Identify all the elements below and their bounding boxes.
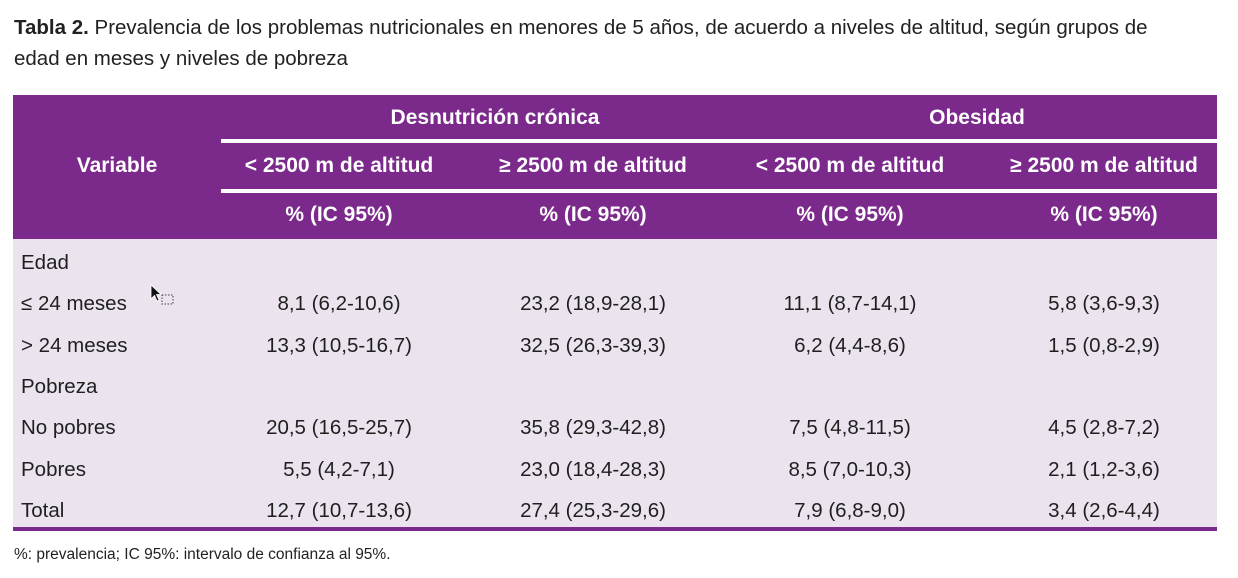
header-group-desnutricion: Desnutrición crónica [390, 106, 600, 129]
header-unit-4: % (IC 95%) [1050, 203, 1158, 226]
row-label: > 24 meses [21, 334, 128, 357]
mouse-pointer-icon [150, 284, 174, 305]
table-cell: 7,9 (6,8-9,0) [794, 499, 906, 522]
table-cell: 23,2 (18,9-28,1) [520, 292, 666, 315]
table-cell: 1,5 (0,8-2,9) [1048, 334, 1160, 357]
row-label: No pobres [21, 416, 116, 439]
table-cell: 23,0 (18,4-28,3) [520, 458, 666, 481]
table-label: Tabla 2. [14, 16, 89, 39]
table-cell: 12,7 (10,7-13,6) [266, 499, 412, 522]
row-label-total: Total [21, 499, 65, 522]
row-label-pobreza: Pobreza [21, 375, 98, 398]
table-cell: 13,3 (10,5-16,7) [266, 334, 412, 357]
table-cell: 2,1 (1,2-3,6) [1048, 458, 1160, 481]
table-header: Variable Desnutrición crónica Obesidad <… [13, 95, 1217, 239]
table-cell: 3,4 (2,6-4,4) [1048, 499, 1160, 522]
header-altitude-2: ≥ 2500 m de altitud [499, 154, 687, 177]
table-cell: 8,1 (6,2-10,6) [277, 292, 401, 315]
header-unit-1: % (IC 95%) [285, 203, 393, 226]
table-title: Prevalencia de los problemas nutricional… [14, 16, 1148, 70]
header-unit-2: % (IC 95%) [539, 203, 647, 226]
table-cell: 32,5 (26,3-39,3) [520, 334, 666, 357]
header-divider-bottom [221, 189, 1217, 193]
table-cell: 35,8 (29,3-42,8) [520, 416, 666, 439]
table-cell: 20,5 (16,5-25,7) [266, 416, 412, 439]
data-table: Variable Desnutrición crónica Obesidad <… [13, 95, 1217, 531]
header-altitude-3: < 2500 m de altitud [755, 154, 945, 177]
header-unit-3: % (IC 95%) [796, 203, 904, 226]
table-cell: 27,4 (25,3-29,6) [520, 499, 666, 522]
header-variable: Variable [76, 154, 158, 177]
table-cell: 4,5 (2,8-7,2) [1048, 416, 1160, 439]
row-label-edad: Edad [21, 251, 69, 274]
row-label: Pobres [21, 458, 86, 481]
table-footnote: %: prevalencia; IC 95%: intervalo de con… [14, 546, 391, 563]
table-cell: 7,5 (4,8-11,5) [789, 416, 911, 439]
table-cell: 8,5 (7,0-10,3) [788, 458, 912, 481]
table-cell: 5,5 (4,2-7,1) [283, 458, 395, 481]
table-caption: Tabla 2. Prevalencia de los problemas nu… [14, 12, 1194, 74]
header-divider-top [221, 139, 1217, 143]
header-altitude-4: ≥ 2500 m de altitud [1010, 154, 1198, 177]
header-group-obesidad: Obesidad [929, 106, 1025, 129]
table-cell: 6,2 (4,4-8,6) [794, 334, 906, 357]
row-label: ≤ 24 meses [21, 292, 127, 315]
header-altitude-1: < 2500 m de altitud [244, 154, 434, 177]
table-cell: 5,8 (3,6-9,3) [1048, 292, 1160, 315]
table-cell: 11,1 (8,7-14,1) [783, 292, 917, 315]
